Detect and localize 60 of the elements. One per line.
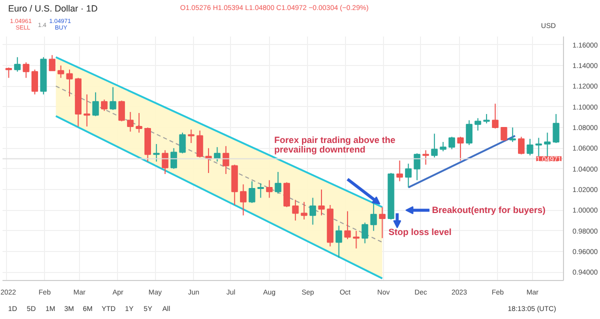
candlestick [110, 86, 116, 110]
candlestick [535, 137, 542, 157]
candlestick [431, 133, 438, 158]
candlestick [283, 182, 290, 208]
candlestick [336, 225, 342, 258]
candlestick [526, 138, 534, 156]
candlestick [240, 184, 247, 216]
candlestick [370, 200, 377, 232]
candlestick [448, 136, 456, 150]
candlestick [300, 201, 308, 220]
candlestick [196, 130, 204, 158]
candlestick [552, 114, 560, 144]
candlestick [162, 150, 168, 175]
candlestick [66, 69, 73, 97]
candlestick [188, 129, 194, 144]
candlestick [92, 92, 99, 117]
candlestick [396, 160, 403, 182]
candlestick [318, 189, 325, 216]
candlestick [362, 222, 368, 244]
candlestick [492, 103, 499, 130]
candlestick [474, 118, 482, 132]
candlestick [84, 94, 90, 127]
candlestick [136, 112, 142, 134]
candlestick [127, 111, 134, 132]
candlestick [440, 141, 446, 152]
candlestick [118, 100, 125, 122]
candlestick [414, 152, 420, 181]
candlestick [500, 126, 508, 142]
candlestick [483, 114, 490, 124]
candlestick [379, 206, 386, 239]
candlestick [405, 163, 412, 188]
candlestick [248, 180, 256, 204]
annotation: Forex pair trading above the prevailing downtrend [274, 134, 396, 155]
candlestick [309, 197, 316, 226]
candlestick [518, 136, 525, 155]
candlestick [58, 64, 64, 78]
annotation: Stop loss level [388, 226, 452, 237]
candlestick [31, 69, 38, 95]
candlestick [509, 126, 516, 142]
candlestick [179, 132, 186, 154]
candlestick [344, 210, 351, 240]
annotation: Breakout(entry for buyers) [432, 205, 546, 216]
candlestick [5, 67, 12, 78]
candlestick [422, 150, 430, 166]
candlestick [257, 182, 264, 198]
candlestick [170, 148, 178, 170]
chart-title: Euro / U.S. Dollar · 1D [8, 4, 98, 14]
candlestick [266, 180, 273, 198]
candlestick [48, 54, 56, 72]
candlestick [466, 120, 472, 146]
candlestick [292, 199, 299, 222]
candlestick [14, 56, 21, 72]
candlestick [544, 132, 551, 157]
candlestick [22, 62, 30, 78]
candlestick [100, 99, 108, 112]
candlestick [352, 230, 360, 249]
candlestick [457, 136, 464, 162]
candlestick [153, 144, 160, 162]
candlestick [214, 146, 221, 162]
candlestick [274, 171, 282, 194]
